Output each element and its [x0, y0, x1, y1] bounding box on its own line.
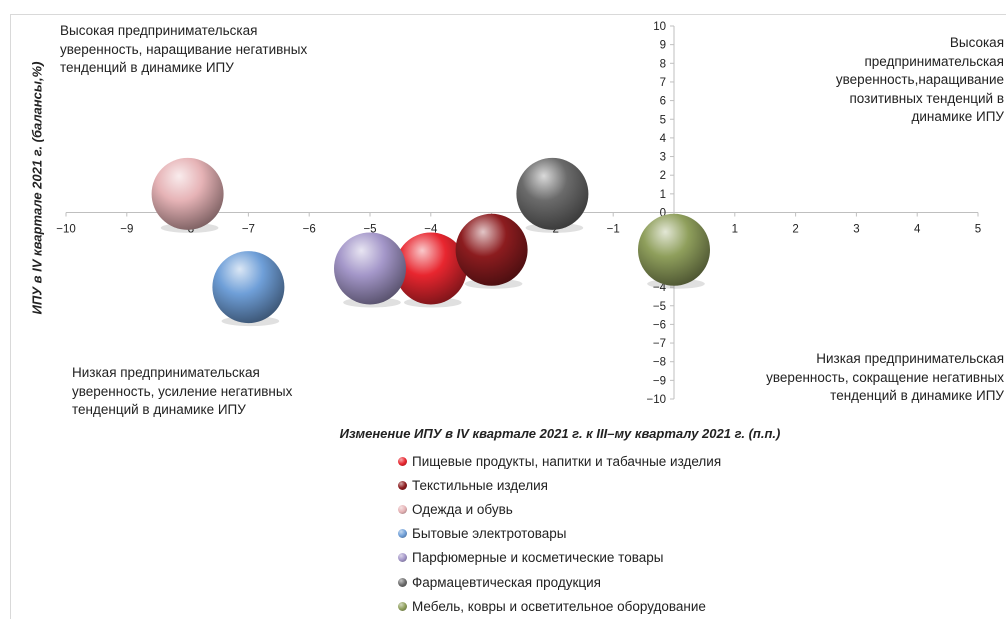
y-tick-label: −8 [653, 357, 666, 369]
legend-swatch [398, 480, 407, 490]
legend-label: Парфюмерные и косметические товары [412, 550, 664, 566]
y-tick-label: 5 [660, 114, 666, 126]
legend-label: Одежда и обувь [412, 501, 513, 517]
quadrant-label-top-right: Высокая предпринимательская уверенность,… [835, 35, 1004, 124]
bubble-point [638, 213, 710, 286]
y-tick-label: 10 [653, 21, 666, 33]
x-tick-label: 2 [792, 224, 798, 236]
legend-item: Пищевые продукты, напитки и табачные изд… [398, 449, 721, 473]
x-tick-label: 1 [732, 224, 738, 236]
y-tick-label: −7 [653, 338, 666, 350]
legend-label: Фармацевтическая продукция [412, 574, 601, 590]
x-tick-label: −5 [363, 224, 376, 236]
bubble-point [334, 232, 406, 305]
y-tick-label: −5 [653, 301, 666, 313]
legend-item: Парфюмерные и косметические товары [398, 546, 721, 570]
legend-item: Фармацевтическая продукция [398, 570, 721, 594]
bubbles [151, 157, 710, 327]
x-tick-label: 3 [853, 224, 859, 236]
legend-swatch [398, 504, 407, 514]
legend-swatch [398, 553, 407, 563]
y-tick-label: −6 [653, 319, 666, 331]
y-tick-label: 8 [660, 58, 666, 70]
y-tick-label: 9 [660, 40, 666, 52]
x-axis-label: Изменение ИПУ в IV квартале 2021 г. к II… [339, 426, 781, 441]
quadrant-label-bottom-left: Низкая предпринимательская уверенность, … [72, 365, 293, 417]
y-tick-label: 1 [660, 189, 666, 201]
legend: Пищевые продукты, напитки и табачные изд… [398, 449, 721, 618]
bubble-point [516, 157, 589, 230]
x-tick-label: −4 [424, 224, 438, 236]
chart-frame [10, 14, 1006, 619]
y-tick-label: 3 [660, 152, 666, 164]
legend-swatch [398, 577, 407, 587]
bubble-point [151, 157, 224, 230]
legend-item: Одежда и обувь [398, 497, 721, 521]
y-tick-label: −9 [653, 375, 666, 387]
x-tick-label: 5 [975, 224, 981, 236]
bubble-point [394, 232, 467, 305]
quadrant-label-top-left: Высокая предпринимательская уверенность,… [60, 23, 308, 75]
x-tick-label: −7 [242, 224, 255, 236]
legend-label: Бытовые электротовары [412, 526, 567, 542]
legend-item: Бытовые электротовары [398, 522, 721, 546]
y-tick-label: 7 [660, 77, 666, 89]
legend-label: Мебель, ковры и осветительное оборудован… [412, 598, 706, 614]
y-tick-label: 0 [660, 208, 666, 220]
x-tick-label: −9 [120, 224, 133, 236]
bubble-point [212, 251, 285, 324]
bubble-point [455, 213, 528, 286]
x-tick-label: −1 [607, 224, 620, 236]
legend-label: Текстильные изделия [412, 477, 548, 493]
legend-swatch [398, 456, 407, 466]
y-tick-label: 2 [660, 170, 666, 182]
legend-label: Пищевые продукты, напитки и табачные изд… [412, 453, 722, 469]
legend-item: Мебель, ковры и осветительное оборудован… [398, 594, 721, 618]
legend-swatch [398, 529, 407, 539]
y-tick-label: 4 [660, 133, 667, 145]
y-tick-label: −10 [646, 394, 666, 406]
y-axis-label: ИПУ в IV квартале 2021 г. (балансы,%) [29, 61, 45, 315]
x-tick-label: 4 [914, 224, 921, 236]
y-tick-label: −4 [653, 282, 667, 294]
x-tick-label: −6 [303, 224, 316, 236]
legend-swatch [398, 601, 407, 611]
quadrant-label-bottom-right: Низкая предпринимательская уверенность, … [766, 351, 1004, 403]
y-tick-label: 6 [660, 96, 666, 108]
x-tick-label: −10 [56, 224, 76, 236]
legend-item: Текстильные изделия [398, 473, 721, 497]
